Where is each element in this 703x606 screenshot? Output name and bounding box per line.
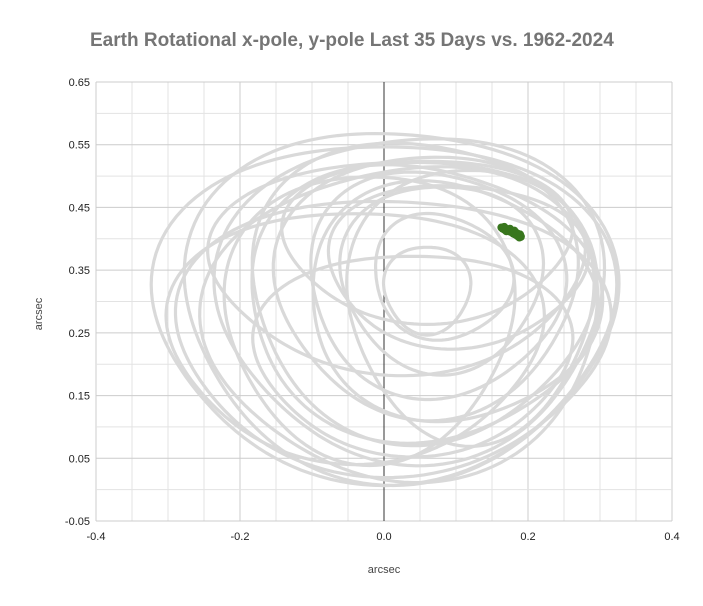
y-tick-label: 0.45: [69, 202, 90, 214]
y-tick-label: 0.35: [69, 265, 90, 277]
historical-loop: [326, 184, 591, 351]
x-tick-label: 0.4: [664, 531, 679, 543]
historical-loop: [173, 199, 613, 480]
historical-loop: [164, 212, 546, 467]
historical-loop: [222, 175, 517, 468]
historical-loop: [280, 159, 575, 326]
y-tick-label: 0.55: [69, 140, 90, 152]
y-tick-label: 0.05: [69, 453, 90, 465]
x-tick-label: 0.0: [376, 531, 391, 543]
historical-loop: [198, 165, 600, 485]
historical-loop: [381, 245, 473, 337]
chart-title: Earth Rotational x-pole, y-pole Last 35 …: [90, 30, 614, 51]
historical-loop: [311, 179, 601, 424]
historical-loop: [374, 211, 516, 342]
y-tick-labels: -0.05 0.05 0.15 0.25 0.35 0.45 0.55 0.65: [65, 77, 90, 528]
historical-loop: [212, 137, 607, 468]
y-axis-label: arcsec: [33, 297, 45, 330]
y-tick-label: 0.25: [69, 328, 90, 340]
x-tick-label: 0.2: [520, 531, 535, 543]
x-tick-label: -0.4: [87, 531, 106, 543]
y-tick-label: -0.05: [65, 516, 90, 528]
x-tick-label: -0.2: [231, 531, 250, 543]
historical-series: [149, 132, 621, 488]
y-tick-label: 0.65: [69, 77, 90, 89]
historical-loop: [251, 254, 575, 459]
recent-series: [497, 222, 525, 242]
y-tick-label: 0.15: [69, 391, 90, 403]
historical-loop: [250, 163, 605, 445]
x-axis-label: arcsec: [368, 564, 401, 576]
historical-loop: [271, 155, 580, 423]
historical-loop: [182, 132, 621, 488]
historical-loop: [345, 168, 596, 448]
recent-point: [516, 230, 525, 239]
x-tick-labels: -0.4 -0.2 0.0 0.2 0.4: [87, 531, 680, 543]
recent-point: [510, 226, 519, 235]
